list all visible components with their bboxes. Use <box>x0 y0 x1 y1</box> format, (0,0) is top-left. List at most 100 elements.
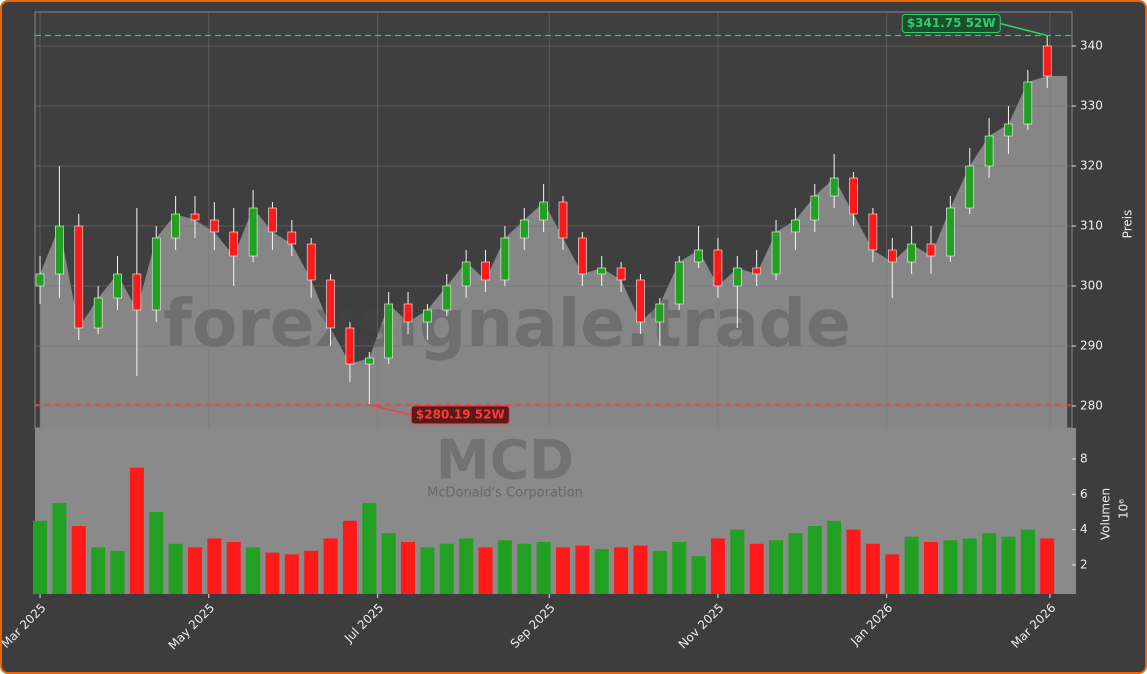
candle-body <box>210 219 219 233</box>
x-tick-label: Nov 2025 <box>676 601 727 652</box>
volume-bar <box>265 552 280 594</box>
volume-bar <box>246 547 261 594</box>
volume-bar <box>865 543 880 594</box>
volume-bar <box>904 536 919 594</box>
candle-body <box>403 303 413 323</box>
candle-body <box>597 267 607 275</box>
volume-bar <box>207 538 222 594</box>
candle-body <box>733 267 742 287</box>
volume-watermark-sub: McDonald's Corporation <box>427 486 583 501</box>
volume-bar <box>943 540 958 594</box>
volume-bar <box>788 533 803 594</box>
volume-bar <box>769 540 784 594</box>
y-tick-label: 290 <box>1080 338 1103 352</box>
volume-bar <box>672 542 687 594</box>
volume-bar <box>459 538 474 594</box>
volume-bar <box>1020 529 1035 594</box>
candle-body <box>229 231 239 257</box>
volume-bar <box>110 550 125 594</box>
y-tick-label: 300 <box>1080 278 1103 292</box>
candle-body <box>752 267 761 275</box>
y-tick-label: 320 <box>1080 159 1103 173</box>
volume-bar <box>401 542 416 594</box>
volume-bar <box>885 554 900 594</box>
candle-body <box>326 279 335 329</box>
x-tick-label: May 2025 <box>166 601 218 653</box>
x-tick-label: Sep 2025 <box>508 601 558 651</box>
candle-body <box>461 261 471 287</box>
candle-body <box>1042 45 1052 77</box>
candle-body <box>287 231 297 245</box>
volume-bar <box>730 529 745 594</box>
volume-bar <box>614 547 629 594</box>
volume-bar <box>497 540 512 594</box>
candle-body <box>907 243 916 263</box>
candle-body <box>578 237 587 275</box>
volume-bar <box>439 543 454 594</box>
volume-bar <box>923 542 938 594</box>
candle-body <box>849 177 858 215</box>
volume-bar <box>478 547 493 594</box>
candle-body <box>636 279 645 323</box>
x-tick-label: Mar 2025 <box>2 601 49 651</box>
candle-body <box>151 237 161 311</box>
candle-body <box>500 237 510 281</box>
candle-body <box>1004 123 1013 137</box>
x-tick-label: Jan 2026 <box>847 601 895 649</box>
candle-body <box>519 219 529 239</box>
volume-bar <box>168 543 183 594</box>
volume-bar <box>284 554 299 594</box>
candle-body <box>190 213 200 221</box>
volume-bar <box>1001 536 1016 594</box>
candle-body <box>868 213 878 251</box>
annotation-box <box>410 405 510 425</box>
candle-body <box>113 273 122 299</box>
candle-body <box>694 249 703 263</box>
y-tick-label: 4 <box>1080 522 1088 536</box>
watermark: forexsignale.trade <box>163 285 851 362</box>
candle-body <box>442 285 452 311</box>
candle-body <box>423 309 432 323</box>
y-tick-label: 280 <box>1080 398 1103 412</box>
volume-bar <box>52 503 67 594</box>
volume-bar <box>633 545 648 594</box>
volume-bar <box>827 520 842 594</box>
y-axis-label: Volumen <box>1099 488 1113 540</box>
candle-body <box>481 261 490 281</box>
candle-body <box>558 201 568 239</box>
volume-bar <box>304 550 319 594</box>
volume-bar <box>749 543 764 594</box>
candle-body <box>384 303 393 359</box>
candle-body <box>655 303 665 323</box>
volume-bar <box>420 547 435 594</box>
x-tick-label: Jul 2025 <box>341 601 386 646</box>
annotation-box <box>901 14 1001 34</box>
volume-bar <box>691 556 706 594</box>
volume-watermark: MCD <box>436 429 574 492</box>
volume-bar <box>846 529 861 594</box>
y-tick-label: 310 <box>1080 218 1103 232</box>
volume-bar <box>129 467 144 594</box>
candle-body <box>1023 81 1033 125</box>
candle-body <box>55 225 64 275</box>
volume-bar <box>91 547 106 594</box>
volume-bar <box>652 550 667 594</box>
volume-bar <box>1040 538 1055 594</box>
y-tick-label: 8 <box>1080 451 1088 465</box>
y-tick-label: 2 <box>1080 558 1088 572</box>
x-tick-label: Mar 2026 <box>1008 601 1058 651</box>
volume-bar <box>323 538 338 594</box>
y-tick-label: 340 <box>1080 39 1103 53</box>
volume-bar <box>381 533 396 594</box>
candle-body <box>829 177 839 197</box>
candle-body <box>539 201 548 221</box>
volume-bar <box>517 543 532 594</box>
price-area <box>40 76 1068 428</box>
candle-body <box>306 243 316 281</box>
annotation-arrow <box>1000 22 1048 37</box>
candle-body <box>887 249 897 263</box>
candle-body <box>810 195 820 221</box>
candle-body <box>35 273 45 287</box>
candle-body <box>946 207 955 257</box>
